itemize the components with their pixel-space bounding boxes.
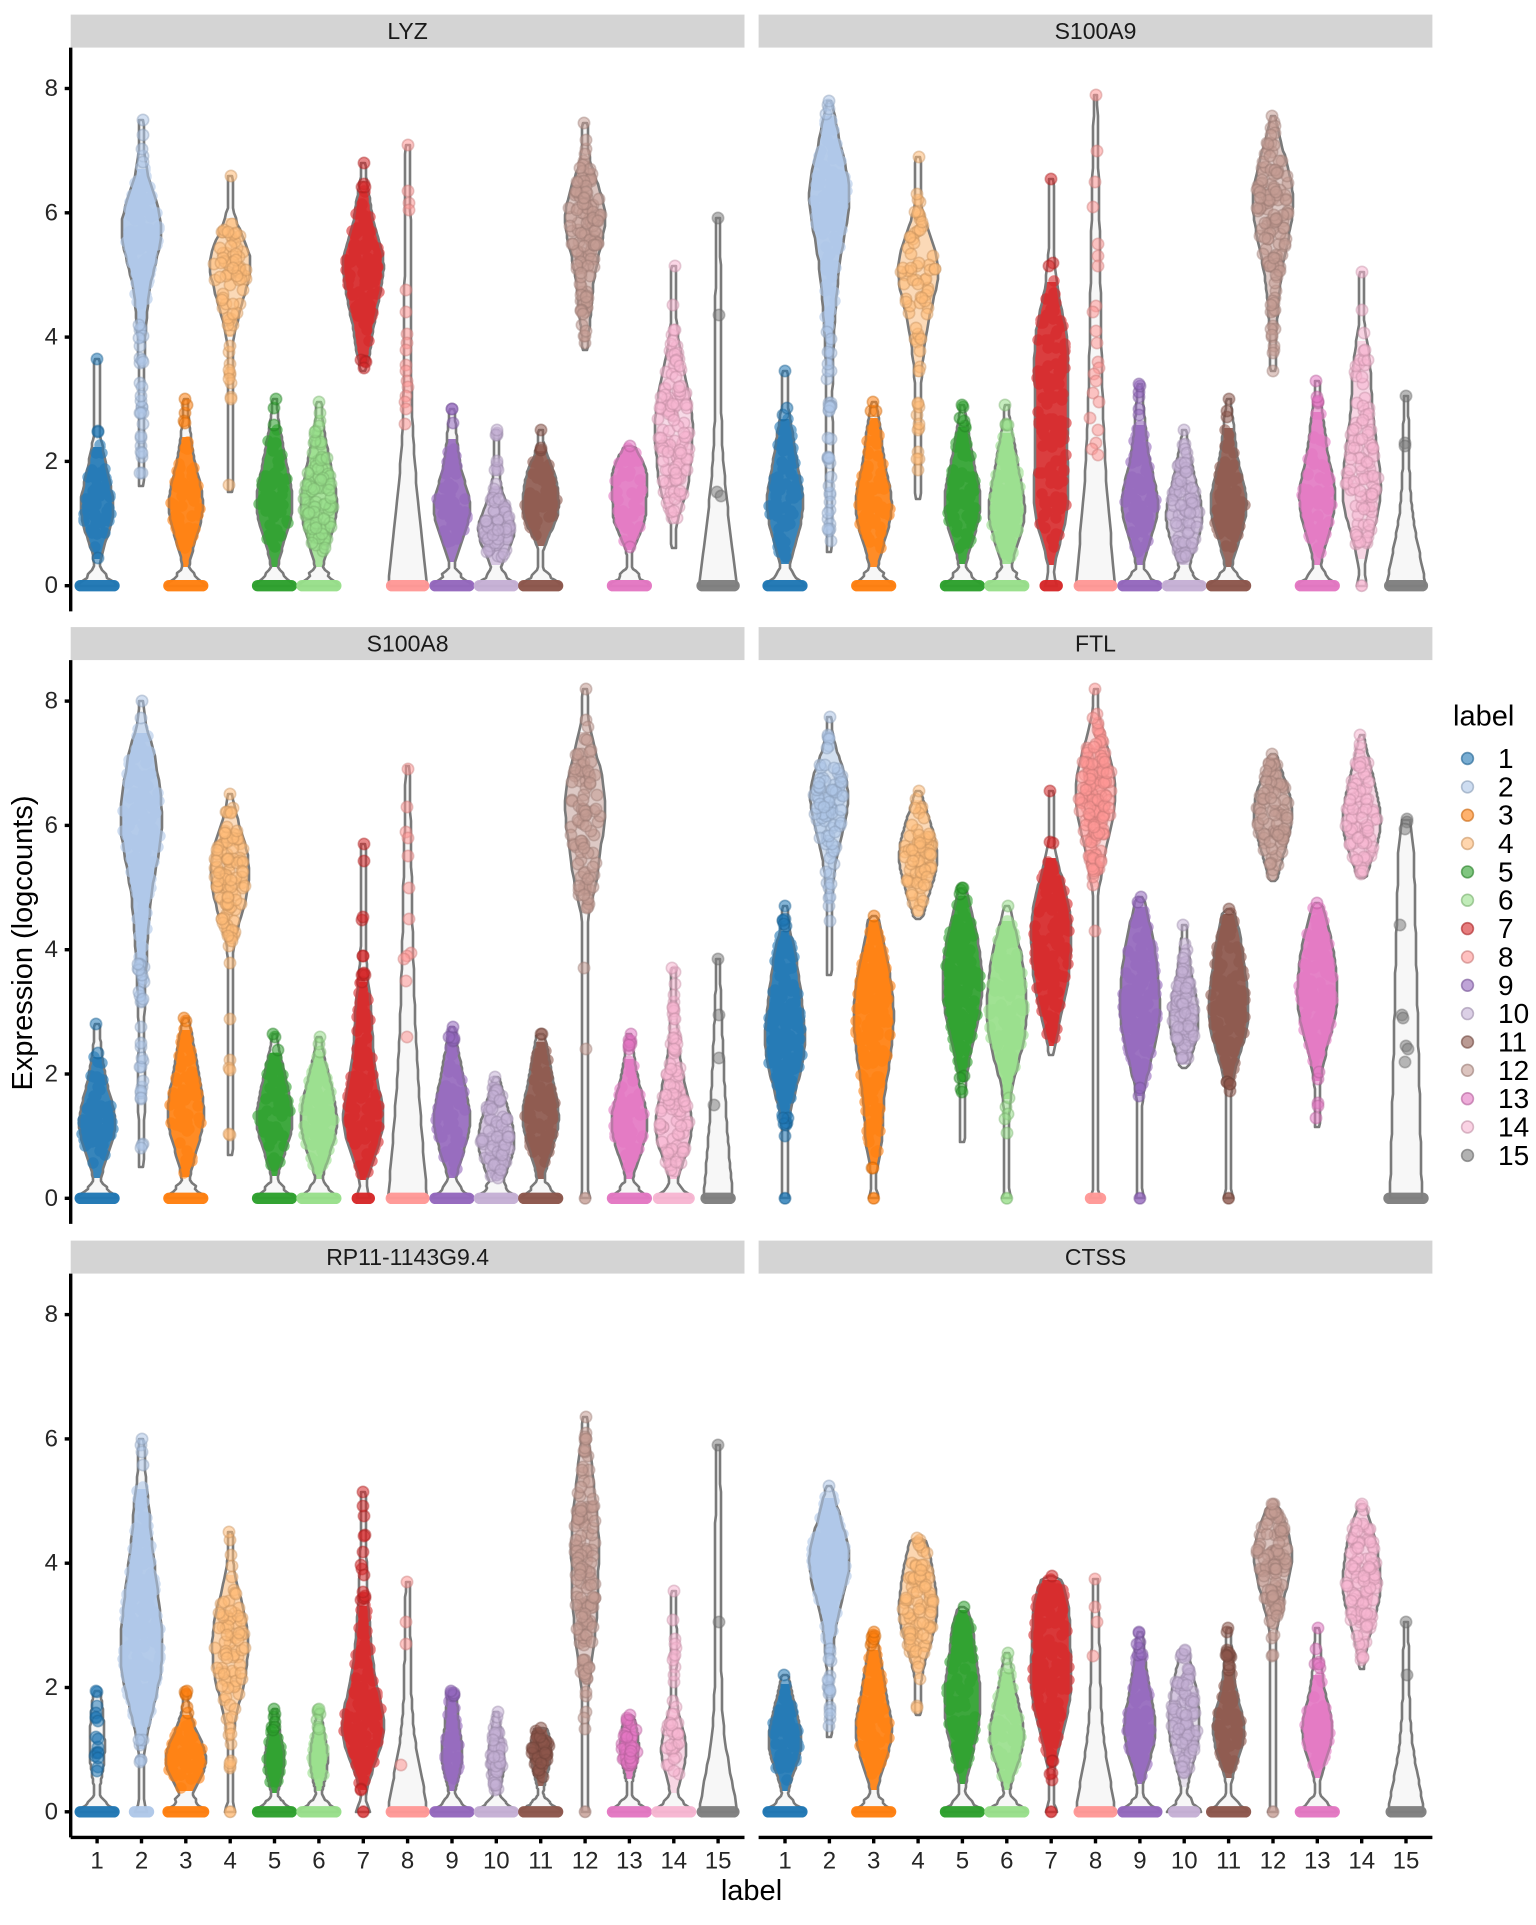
svg-text:5: 5: [956, 1848, 969, 1875]
svg-text:4: 4: [1498, 828, 1514, 859]
svg-text:4: 4: [45, 1550, 58, 1577]
svg-text:4: 4: [45, 936, 58, 963]
svg-text:11: 11: [1216, 1848, 1241, 1875]
svg-text:6: 6: [312, 1848, 325, 1875]
svg-text:label: label: [721, 1875, 782, 1907]
svg-text:3: 3: [179, 1848, 192, 1875]
svg-text:2: 2: [45, 1674, 58, 1701]
svg-text:8: 8: [1498, 942, 1514, 973]
svg-text:15: 15: [1393, 1848, 1420, 1875]
svg-text:FTL: FTL: [1075, 631, 1116, 657]
svg-text:8: 8: [45, 75, 58, 102]
svg-text:0: 0: [45, 572, 58, 599]
svg-text:7: 7: [1045, 1848, 1058, 1875]
svg-text:13: 13: [1498, 1083, 1529, 1114]
svg-text:1: 1: [90, 1848, 103, 1875]
svg-text:6: 6: [1498, 885, 1514, 916]
svg-text:15: 15: [1498, 1140, 1529, 1171]
svg-text:8: 8: [401, 1848, 414, 1875]
svg-text:7: 7: [1498, 913, 1514, 944]
svg-text:8: 8: [1089, 1848, 1102, 1875]
svg-text:11: 11: [1498, 1027, 1527, 1058]
svg-text:5: 5: [1498, 856, 1514, 887]
svg-text:14: 14: [1498, 1112, 1529, 1143]
svg-text:4: 4: [911, 1848, 924, 1875]
svg-text:10: 10: [1498, 998, 1529, 1029]
svg-text:15: 15: [705, 1848, 732, 1875]
svg-text:Expression (logcounts): Expression (logcounts): [7, 796, 39, 1091]
svg-text:label: label: [1453, 701, 1514, 733]
svg-text:12: 12: [572, 1848, 599, 1875]
svg-text:4: 4: [224, 1848, 237, 1875]
svg-text:14: 14: [1348, 1848, 1375, 1875]
svg-text:RP11-1143G9.4: RP11-1143G9.4: [326, 1244, 489, 1270]
svg-text:0: 0: [45, 1798, 58, 1825]
svg-text:13: 13: [616, 1848, 643, 1875]
svg-text:9: 9: [1133, 1848, 1146, 1875]
svg-text:2: 2: [45, 448, 58, 475]
svg-text:6: 6: [45, 1425, 58, 1452]
svg-text:3: 3: [867, 1848, 880, 1875]
svg-text:12: 12: [1498, 1055, 1529, 1086]
svg-text:S100A8: S100A8: [367, 631, 449, 657]
svg-text:6: 6: [1000, 1848, 1013, 1875]
svg-text:2: 2: [1498, 771, 1514, 802]
svg-text:0: 0: [45, 1185, 58, 1212]
svg-text:8: 8: [45, 688, 58, 715]
svg-text:9: 9: [445, 1848, 458, 1875]
svg-text:2: 2: [135, 1848, 148, 1875]
svg-text:2: 2: [45, 1061, 58, 1088]
svg-text:5: 5: [268, 1848, 281, 1875]
svg-text:10: 10: [483, 1848, 510, 1875]
svg-text:S100A9: S100A9: [1055, 18, 1137, 44]
svg-text:2: 2: [823, 1848, 836, 1875]
svg-text:14: 14: [660, 1848, 687, 1875]
svg-text:1: 1: [1498, 743, 1514, 774]
svg-text:3: 3: [1498, 800, 1514, 831]
svg-text:11: 11: [528, 1848, 553, 1875]
svg-text:6: 6: [45, 812, 58, 839]
svg-text:9: 9: [1498, 970, 1514, 1001]
svg-text:LYZ: LYZ: [387, 18, 427, 44]
svg-text:10: 10: [1171, 1848, 1198, 1875]
svg-text:4: 4: [45, 324, 58, 351]
svg-text:6: 6: [45, 199, 58, 226]
svg-text:CTSS: CTSS: [1065, 1244, 1126, 1270]
svg-text:7: 7: [357, 1848, 370, 1875]
svg-text:1: 1: [778, 1848, 791, 1875]
svg-text:12: 12: [1260, 1848, 1287, 1875]
svg-text:13: 13: [1304, 1848, 1331, 1875]
svg-text:8: 8: [45, 1301, 58, 1328]
